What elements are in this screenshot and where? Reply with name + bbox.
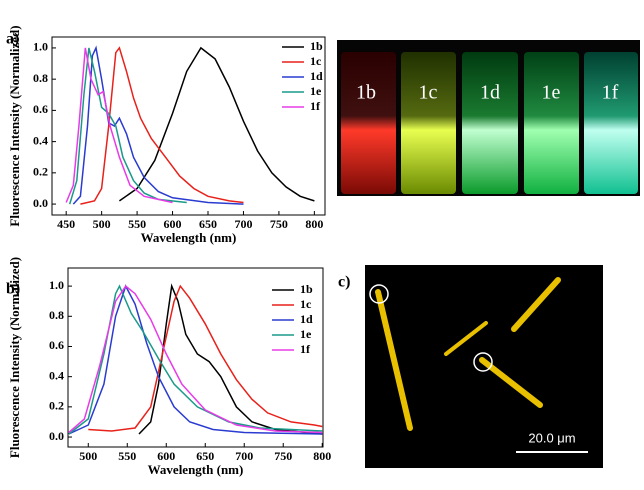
y-tick-label: 0.6 <box>49 338 64 352</box>
line-series <box>118 46 315 202</box>
line-series <box>80 46 244 205</box>
legend-label: 1f <box>300 342 311 356</box>
x-tick-label: 800 <box>313 449 331 463</box>
legend-label: 1c <box>300 297 312 311</box>
crystal-photo: 20.0 μm <box>365 265 603 468</box>
vial <box>341 52 396 194</box>
x-tick-label: 550 <box>128 217 146 231</box>
x-tick-label: 450 <box>57 217 75 231</box>
crystal-rod <box>444 321 488 356</box>
y-tick-label: 0.4 <box>49 368 64 382</box>
legend-label: 1e <box>300 327 312 341</box>
vial-label: 1c <box>419 82 438 104</box>
line-series <box>72 45 244 205</box>
crystal-rod <box>479 357 543 408</box>
y-tick-label: 0.6 <box>33 102 48 116</box>
vial <box>584 52 638 194</box>
x-tick-label: 500 <box>79 449 97 463</box>
x-axis-label: Wavelength (nm) <box>141 230 237 245</box>
crystal-rod <box>511 277 561 332</box>
y-tick-label: 0.8 <box>49 308 64 322</box>
x-tick-label: 550 <box>118 449 136 463</box>
line-series <box>68 47 187 205</box>
vial-photo: 1b 1c 1d 1e 1f <box>337 40 640 196</box>
vial <box>401 52 456 194</box>
vial-label: 1d <box>480 82 500 104</box>
line-series <box>68 284 323 435</box>
y-tick-label: 0.8 <box>33 71 48 85</box>
x-tick-label: 700 <box>235 449 253 463</box>
x-axis-label: Wavelength (nm) <box>148 462 244 477</box>
scale-bar-label: 20.0 μm <box>528 430 575 445</box>
highlight-circle <box>473 352 493 372</box>
highlight-circle <box>369 284 389 304</box>
x-tick-label: 650 <box>199 217 217 231</box>
y-tick-label: 0.0 <box>33 196 48 210</box>
x-tick-label: 800 <box>305 217 323 231</box>
vial <box>524 52 579 194</box>
legend-label: 1b <box>300 282 313 296</box>
plot-frame <box>67 267 324 448</box>
panel-label: c) <box>338 274 350 291</box>
plot-frame <box>51 36 326 216</box>
y-axis-label: Fluorescence Intensity (Normalized) <box>7 257 22 458</box>
line-series <box>88 284 323 432</box>
x-tick-label: 500 <box>93 217 111 231</box>
y-tick-label: 1.0 <box>33 40 48 54</box>
line-series <box>138 283 323 435</box>
y-tick-label: 0.0 <box>49 429 64 443</box>
vial-label: 1b <box>356 82 376 104</box>
y-tick-label: 0.4 <box>33 133 48 147</box>
photo-background <box>365 265 603 468</box>
y-tick-label: 1.0 <box>49 278 64 292</box>
legend-label: 1e <box>310 84 322 98</box>
legend-label: 1f <box>310 99 321 113</box>
vial-label: 1f <box>602 82 619 104</box>
legend-label: 1d <box>300 312 313 326</box>
panel-label: b) <box>6 281 20 298</box>
y-tick-label: 0.2 <box>49 399 64 413</box>
x-tick-label: 650 <box>196 449 214 463</box>
line-series <box>68 285 323 434</box>
x-tick-label: 750 <box>274 449 292 463</box>
y-tick-label: 0.2 <box>33 165 48 179</box>
legend-label: 1c <box>310 54 322 68</box>
x-tick-label: 700 <box>234 217 252 231</box>
vial <box>462 52 518 194</box>
panel-label: a) <box>6 31 19 48</box>
x-tick-label: 750 <box>270 217 288 231</box>
x-tick-label: 600 <box>157 449 175 463</box>
vial-label: 1e <box>542 82 561 104</box>
crystal-rod <box>375 289 413 431</box>
line-series <box>65 47 173 204</box>
legend-label: 1b <box>310 39 323 53</box>
y-axis-label: Fluorescence Intensity (Normalized) <box>7 25 22 226</box>
legend-label: 1d <box>310 69 323 83</box>
x-tick-label: 600 <box>164 217 182 231</box>
